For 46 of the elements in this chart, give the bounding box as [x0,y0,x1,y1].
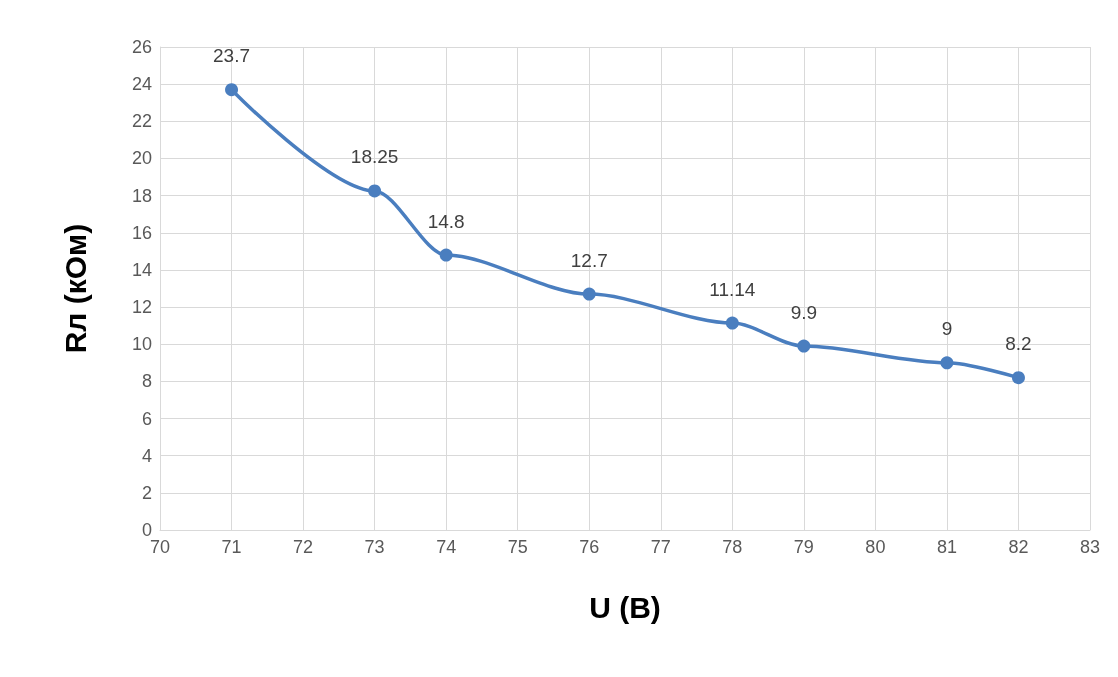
x-tick-label: 76 [579,537,600,557]
data-label: 18.25 [350,146,399,168]
point [439,248,453,262]
point [940,356,954,370]
data-label: 12.7 [570,249,608,271]
y-tick-label: 4 [141,445,152,466]
y-tick-label: 18 [131,185,152,206]
x-tick-label: 79 [793,537,814,557]
y-tick-label: 16 [131,222,152,243]
y-tick-label: 8 [141,371,152,392]
point [368,184,382,198]
point [225,83,239,97]
y-tick-label: 14 [131,259,152,280]
x-tick-label: 73 [364,537,385,557]
x-tick-label: 77 [650,537,671,557]
data-label: 8.2 [1005,333,1032,355]
y-tick-label: 2 [141,482,152,503]
x-tick-label: 71 [221,537,242,557]
point [582,287,596,301]
x-tick-label: 70 [149,537,171,557]
x-tick-label: 80 [865,537,886,557]
data-label: 23.7 [213,45,251,67]
y-tick-label: 10 [131,334,152,355]
x-tick-label: 83 [1079,537,1101,557]
x-tick-label: 78 [722,537,743,557]
y-tick-label: 24 [131,74,152,95]
x-axis-title: U (В) [589,590,661,624]
y-tick-label: 12 [131,297,152,318]
y-axis-title: Rл (кОм) [58,223,92,354]
y-tick-label: 22 [131,111,152,132]
y-tick-label: 6 [141,408,152,429]
x-tick-label: 81 [936,537,957,557]
point [797,339,811,353]
data-label: 14.8 [427,210,465,232]
data-label: 11.14 [709,278,756,300]
x-tick-label: 72 [293,537,314,557]
x-tick-label: 82 [1008,537,1029,557]
y-tick-label: 26 [131,37,152,57]
x-tick-label: 75 [507,537,528,557]
y-tick-label: 0 [141,520,152,540]
data-label: 9 [941,318,953,340]
x-tick-label: 74 [436,537,457,557]
data-label: 9.9 [790,301,818,323]
point [725,316,739,330]
point [1011,371,1025,385]
y-tick-label: 20 [131,148,152,169]
